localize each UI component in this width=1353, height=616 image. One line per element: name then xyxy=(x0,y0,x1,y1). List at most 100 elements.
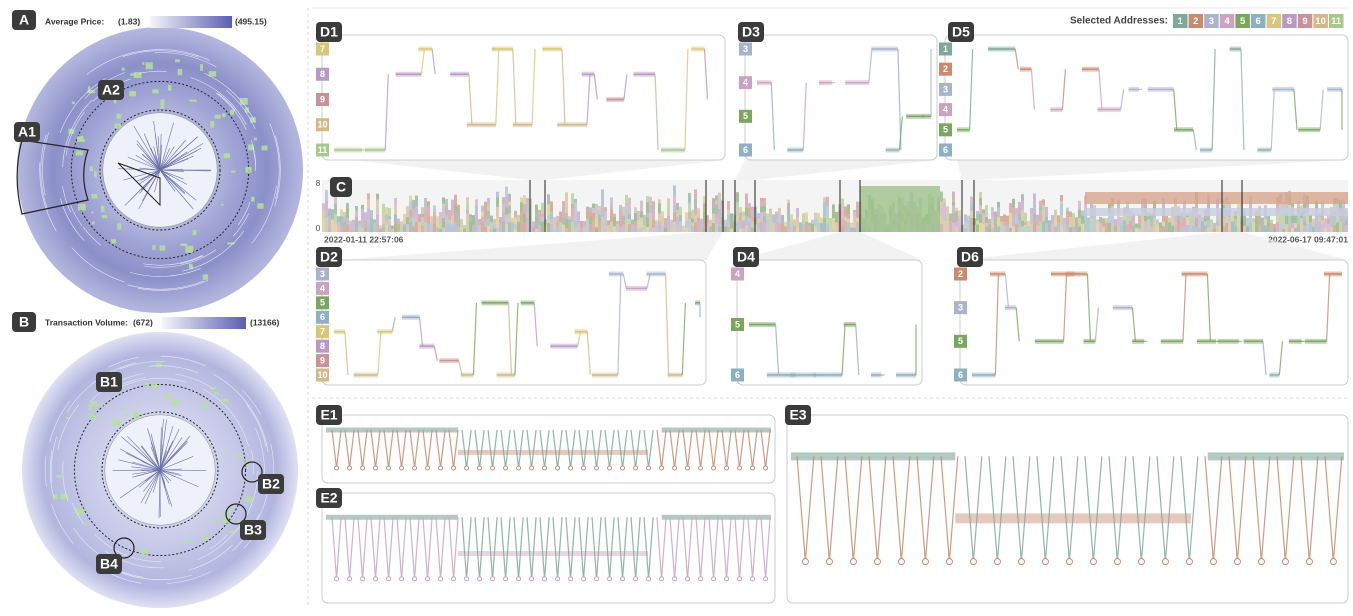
timeline-cell xyxy=(1021,210,1024,221)
cell xyxy=(156,363,161,368)
timeline-cell xyxy=(1012,214,1015,217)
timeline-cell xyxy=(433,215,436,223)
node xyxy=(530,466,534,470)
timeline-cell xyxy=(580,228,583,232)
timeline-cell xyxy=(574,202,577,213)
legend-bar xyxy=(162,317,246,329)
node xyxy=(478,577,482,581)
timeline-cell xyxy=(1045,224,1048,232)
cell xyxy=(133,412,139,419)
timeline-cell xyxy=(460,228,463,232)
node xyxy=(1282,559,1288,565)
panel-label: E1 xyxy=(320,407,337,423)
timeline-cell xyxy=(325,190,328,200)
timeline-cell xyxy=(1123,224,1126,232)
cell xyxy=(78,204,86,211)
timeline-cell xyxy=(619,227,622,232)
node xyxy=(712,466,716,470)
timeline-cell xyxy=(823,218,826,221)
timeline-cell xyxy=(1267,216,1270,222)
timeline-cell xyxy=(421,225,424,232)
timeline-cell xyxy=(763,211,766,216)
timeline-cell xyxy=(1117,217,1120,226)
timeline-cell xyxy=(682,229,685,232)
timeline-cell xyxy=(442,218,445,228)
timeline-cell xyxy=(1270,223,1273,232)
timeline-cell xyxy=(400,224,403,232)
cell xyxy=(56,475,62,478)
node xyxy=(621,466,625,470)
timeline-cell xyxy=(1261,218,1264,228)
cell xyxy=(210,121,214,128)
timeline-cell xyxy=(967,225,970,232)
timeline-cell xyxy=(622,225,625,232)
timeline-cell xyxy=(1117,225,1120,232)
timeline-cell xyxy=(1105,218,1108,222)
timeline-cell xyxy=(760,212,763,222)
timeline-cell xyxy=(1159,228,1162,232)
timeline-cell xyxy=(604,215,607,222)
timeline-cell xyxy=(1102,227,1105,232)
timeline-cell xyxy=(628,213,631,219)
timeline-cell xyxy=(1012,227,1015,232)
timeline-cell xyxy=(1213,229,1216,232)
timeline-cell xyxy=(1051,215,1054,224)
timeline-cell xyxy=(355,217,358,222)
timeline-cell xyxy=(1135,224,1138,228)
timeline-cell xyxy=(475,199,478,205)
timeline-cell xyxy=(676,203,679,210)
timeline-cell xyxy=(1174,227,1177,232)
timeline-cell xyxy=(1267,221,1270,226)
timeline-cell xyxy=(1072,226,1075,232)
timeline-cell xyxy=(370,225,373,232)
address-id: 3 xyxy=(1209,16,1214,27)
node xyxy=(946,559,952,565)
timeline-cell xyxy=(694,189,697,198)
timeline-cell xyxy=(1150,222,1153,228)
timeline-cell xyxy=(562,225,565,232)
panel-label: D4 xyxy=(737,249,755,265)
timeline-cell xyxy=(679,215,682,222)
timeline-cell xyxy=(946,214,949,221)
timeline-cell xyxy=(409,202,412,210)
cell xyxy=(230,110,234,115)
timeline-cell xyxy=(628,206,631,213)
timeline-cell xyxy=(403,214,406,224)
node xyxy=(660,466,664,470)
timeline-cell xyxy=(1078,226,1081,232)
timeline-cell xyxy=(337,222,340,228)
timeline-cell xyxy=(520,222,523,232)
timeline-cell xyxy=(592,222,595,232)
cell xyxy=(102,215,108,218)
timeline-cell xyxy=(595,210,598,215)
timeline-cell xyxy=(727,215,730,222)
timeline-cell xyxy=(841,219,844,226)
panel-label: D3 xyxy=(742,24,760,40)
node xyxy=(413,466,417,470)
timeline-cell xyxy=(796,228,799,232)
timeline-cell xyxy=(1012,218,1015,227)
node xyxy=(970,559,976,565)
timeline-cell xyxy=(640,218,643,228)
timeline-cell xyxy=(781,215,784,224)
timeline-cell xyxy=(1033,213,1036,221)
timeline-cell xyxy=(466,225,469,232)
timeline-cell xyxy=(832,218,835,228)
timeline-cell xyxy=(1141,225,1144,232)
timeline-cell xyxy=(661,221,664,225)
timeline-cell xyxy=(322,209,325,219)
timeline-cell xyxy=(463,229,466,232)
timeline-cell xyxy=(520,197,523,202)
panel-label: A2 xyxy=(102,82,120,98)
timeline-cell xyxy=(637,228,640,232)
timeline-cell xyxy=(1096,223,1099,232)
address-id: 6 xyxy=(320,312,325,322)
node xyxy=(1138,559,1144,565)
node xyxy=(387,466,391,470)
timeline-cell xyxy=(1258,225,1261,232)
timeline-cell xyxy=(424,207,427,213)
timeline-cell xyxy=(739,221,742,229)
timeline-cell xyxy=(847,223,850,232)
timeline-cell xyxy=(1207,227,1210,232)
timeline-cell xyxy=(553,221,556,229)
